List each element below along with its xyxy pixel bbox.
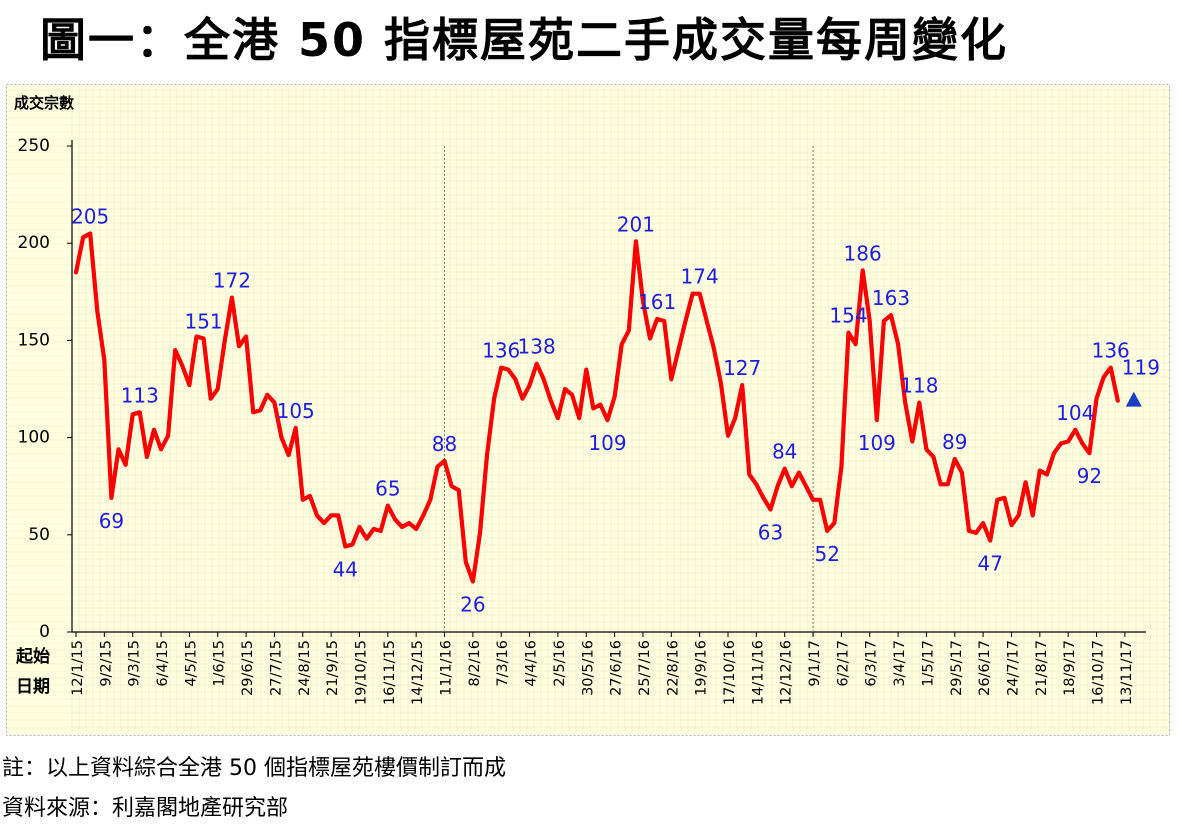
- data-label: 113: [121, 383, 159, 407]
- data-label: 136: [482, 339, 520, 363]
- x-tick-label: 24/7/17: [1005, 640, 1021, 696]
- data-label: 26: [460, 592, 485, 616]
- data-label: 47: [977, 552, 1002, 576]
- data-label: 44: [333, 557, 358, 581]
- x-tick-label: 19/10/15: [353, 640, 369, 705]
- data-label: 186: [844, 241, 882, 265]
- x-tick-label: 2/5/16: [552, 640, 568, 687]
- x-tick-label: 1/6/15: [212, 640, 228, 687]
- data-labels: 2056911315117210544658826136138109201161…: [71, 204, 1160, 616]
- data-label: 174: [681, 265, 719, 289]
- x-tick-label: 21/9/15: [325, 640, 341, 696]
- x-tick-label: 25/7/16: [637, 640, 653, 696]
- data-label: 52: [814, 542, 839, 566]
- x-tick-label: 29/5/17: [949, 640, 965, 696]
- x-tick-label: 6/2/17: [835, 640, 851, 687]
- data-label: 119: [1122, 356, 1160, 380]
- x-tick-label: 8/2/16: [467, 640, 483, 687]
- y-tick-label: 200: [18, 233, 50, 253]
- x-tick-label: 17/10/16: [722, 640, 738, 705]
- chart-title: 圖一：全港 50 指標屋苑二手成交量每周變化: [40, 13, 1009, 67]
- x-tick-label: 26/6/17: [977, 640, 993, 696]
- y-axis-title: 成交宗數: [14, 94, 74, 112]
- x-tick-label: 12/1/15: [70, 640, 86, 696]
- data-label: 63: [758, 521, 783, 545]
- data-label: 69: [99, 509, 124, 533]
- axes: 成交宗數 0 50 100 150 200 250 12/1/15 9/2/15 9/3/15 6/…: [14, 94, 1146, 705]
- x-tick-label: 27/6/16: [609, 640, 625, 696]
- source-note: 資料來源：利嘉閣地產研究部: [2, 796, 289, 821]
- x-tick-label: 29/6/15: [240, 640, 256, 696]
- y-tick-label: 0: [39, 622, 50, 642]
- data-label: 138: [518, 335, 556, 359]
- data-label: 118: [900, 374, 938, 398]
- y-tick-label: 100: [18, 428, 50, 448]
- x-tick-label: 11/1/16: [439, 640, 455, 696]
- data-label: 104: [1056, 401, 1094, 425]
- data-label: 151: [184, 309, 222, 333]
- x-axis-title-line2: 日期: [16, 677, 50, 697]
- x-tick-label: 9/3/15: [127, 640, 143, 687]
- data-label: 92: [1077, 464, 1102, 488]
- x-tick-label: 12/12/16: [779, 640, 795, 705]
- data-label: 88: [432, 432, 457, 456]
- series: [73, 231, 1142, 584]
- data-label: 89: [942, 430, 967, 454]
- y-tick-label: 50: [28, 525, 50, 545]
- data-label: 201: [617, 212, 655, 236]
- x-tick-label: 6/4/15: [155, 640, 171, 687]
- x-tick-label: 18/9/17: [1062, 640, 1078, 696]
- data-label: 84: [772, 440, 797, 464]
- x-tick-label: 1/5/17: [920, 640, 936, 687]
- plot-background: [7, 85, 1169, 735]
- data-label: 205: [71, 204, 109, 228]
- data-label: 172: [213, 269, 251, 293]
- x-tick-label: 16/11/15: [382, 640, 398, 705]
- x-tick-label: 27/7/15: [268, 640, 284, 696]
- x-tick-label: 4/5/15: [183, 640, 199, 687]
- line-chart: 成交宗數 0 50 100 150 200 250 12/1/15 9/2/15 9/3/15 6/…: [6, 84, 1170, 736]
- x-tick-label: 9/1/17: [807, 640, 823, 687]
- x-tick-label: 9/2/15: [98, 640, 114, 687]
- y-tick-label: 250: [18, 136, 50, 156]
- series-line: [73, 231, 1120, 584]
- x-tick-label: 16/10/17: [1091, 640, 1107, 705]
- x-tick-label: 3/4/17: [892, 640, 908, 687]
- x-tick-label: 6/3/17: [864, 640, 880, 687]
- x-tick-label: 14/12/15: [410, 640, 426, 705]
- data-label: 163: [872, 286, 910, 310]
- data-label: 109: [858, 431, 896, 455]
- x-tick-label: 4/4/16: [524, 640, 540, 687]
- footnote: 註：以上資料綜合全港 50 個指標屋苑樓價制訂而成: [2, 756, 506, 781]
- data-label: 65: [375, 477, 400, 501]
- x-tick-label: 21/8/17: [1034, 640, 1050, 696]
- data-label: 161: [638, 290, 676, 314]
- data-label: 127: [723, 356, 761, 380]
- x-tick-label: 19/9/16: [694, 640, 710, 696]
- x-axis-title-line1: 起始: [15, 646, 50, 667]
- data-label: 105: [277, 399, 315, 423]
- x-tick-label: 14/11/16: [750, 640, 766, 705]
- x-tick-label: 7/3/16: [495, 640, 511, 687]
- x-tick-label: 22/8/16: [665, 640, 681, 696]
- latest-marker: [1125, 391, 1142, 407]
- y-tick-label: 150: [18, 330, 50, 350]
- data-label: 109: [588, 431, 626, 455]
- x-tick-label: 13/11/17: [1119, 640, 1135, 705]
- x-tick-label: 30/5/16: [580, 640, 596, 696]
- data-label: 136: [1092, 339, 1130, 363]
- data-label: 154: [829, 304, 867, 328]
- x-tick-label: 24/8/15: [297, 640, 313, 696]
- chart-area: 成交宗數 0 50 100 150 200 250 12/1/15 9/2/15 9/3/15 6/…: [6, 84, 1170, 736]
